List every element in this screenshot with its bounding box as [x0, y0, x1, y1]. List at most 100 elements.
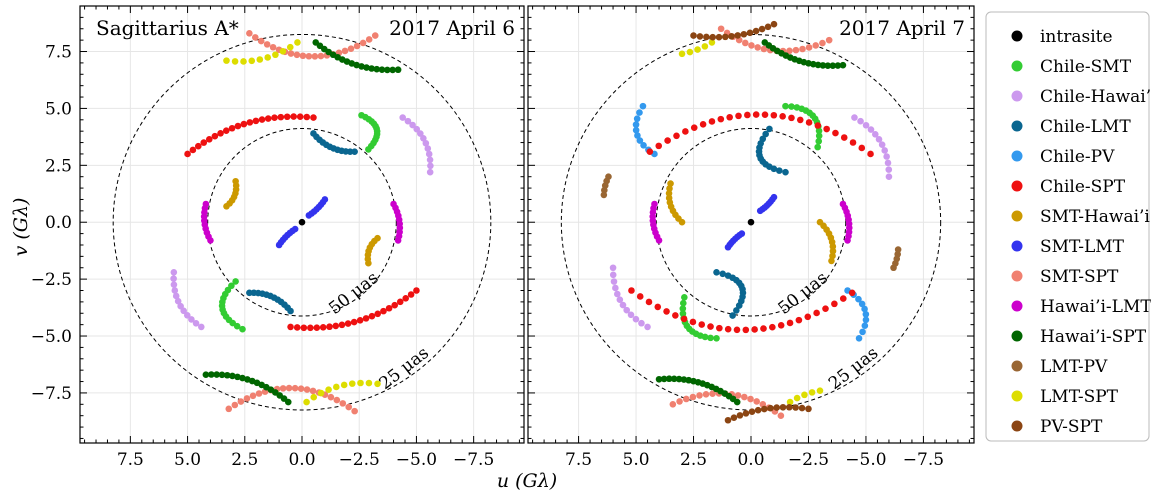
data-point-chile-hawai-i — [616, 296, 624, 304]
data-point-pv-spt — [690, 32, 697, 39]
data-point-chile-spt — [338, 321, 346, 329]
data-point-hawai-i-spt — [239, 374, 246, 382]
data-point-lmt-spt — [686, 48, 694, 56]
data-point-smt-spt — [243, 395, 251, 402]
data-point-chile-hawai-i — [875, 136, 883, 143]
data-point-chile-pv — [636, 109, 643, 116]
data-point-lmt-spt — [279, 48, 287, 55]
legend-label-chile-lmt: Chile-LMT — [1040, 117, 1131, 137]
data-point-chile-hawai-i — [644, 323, 651, 331]
x-tick-label: 2.5 — [231, 450, 258, 470]
data-point-chile-hawai-i — [417, 130, 424, 137]
data-point-chile-lmt — [733, 307, 740, 314]
data-point-smt-spt — [812, 42, 820, 49]
ring-label: 25 μas — [376, 343, 433, 394]
legend-label-hawai-i-lmt: Hawai’i-LMT — [1040, 297, 1151, 317]
data-point-smt-hawai-i — [828, 257, 835, 265]
data-point-pv-spt — [721, 33, 729, 41]
data-point-smt-hawai-i — [667, 180, 674, 187]
legend-marker-pv-spt — [1011, 420, 1023, 432]
data-point-chile-spt — [313, 324, 321, 332]
y-tick-label: 7.5 — [45, 43, 72, 63]
x-tick-label: 7.5 — [117, 450, 144, 470]
data-point-pv-spt — [752, 27, 760, 35]
data-point-smt-spt — [279, 385, 287, 392]
data-point-smt-spt — [297, 385, 305, 393]
data-point-chile-hawai-i — [425, 150, 433, 158]
data-point-pv-spt — [734, 32, 742, 39]
data-point-chile-pv — [639, 102, 647, 110]
data-point-chile-spt — [271, 114, 278, 122]
data-point-chile-smt — [679, 299, 687, 307]
data-point-chile-hawai-i — [420, 134, 427, 142]
data-point-chile-spt — [293, 324, 301, 331]
data-point-chile-hawai-i — [404, 117, 412, 125]
data-point-chile-spt — [362, 315, 370, 322]
x-tick-label: −5.0 — [396, 450, 437, 470]
data-point-pv-spt — [779, 403, 787, 411]
data-point-smt-spt — [805, 44, 813, 51]
legend-label-hawai-i-spt: Hawai’i-SPT — [1040, 327, 1147, 347]
data-point-hawai-i-spt — [358, 63, 365, 70]
data-point-smt-spt — [291, 384, 299, 392]
data-point-lmt-spt — [310, 393, 318, 401]
data-point-chile-smt — [788, 103, 795, 110]
legend-label-chile-pv: Chile-PV — [1040, 147, 1115, 167]
data-point-smt-spt — [786, 47, 793, 55]
data-point-smt-lmt — [321, 196, 329, 203]
data-point-chile-spt — [742, 326, 750, 334]
data-point-lmt-spt — [786, 398, 794, 406]
data-point-chile-spt — [356, 317, 364, 324]
data-point-chile-spt — [796, 116, 804, 124]
data-point-pv-spt — [715, 33, 723, 41]
data-point-hawai-i-spt — [834, 62, 842, 69]
data-point-hawai-i-spt — [394, 66, 402, 74]
data-point-chile-smt — [232, 278, 239, 285]
data-point-chile-spt — [189, 146, 197, 154]
legend-marker-lmt-spt — [1011, 390, 1023, 402]
data-point-chile-spt — [402, 294, 410, 302]
data-point-smt-spt — [702, 391, 710, 398]
data-point-chile-spt — [708, 118, 716, 125]
panel-april-6: 50 μas 25 μas 7.5 5.0 2.5 0.0 −2.5 −5.0 −7.5 7.5 5… — [31, 5, 525, 470]
x-tick-label: 2.5 — [680, 450, 707, 470]
data-point-smt-spt — [676, 398, 683, 405]
data-point-chile-spt — [822, 305, 829, 312]
data-point-pv-spt — [805, 405, 812, 413]
legend-marker-chile-pv — [1011, 150, 1023, 162]
data-point-chile-pv — [632, 121, 640, 128]
data-point-chile-smt — [815, 132, 823, 140]
data-point-lmt-spt — [357, 379, 364, 387]
y-tick-label: 0.0 — [45, 213, 72, 233]
data-point-chile-spt — [707, 323, 714, 330]
data-point-pv-spt — [754, 406, 762, 414]
data-point-smt-spt — [317, 52, 325, 60]
data-point-lmt-spt — [708, 39, 716, 46]
x-tick-label: 0.0 — [737, 450, 764, 470]
data-point-chile-lmt — [770, 165, 778, 173]
data-point-chile-spt — [326, 323, 333, 331]
data-point-chile-spt — [319, 324, 327, 331]
data-point-chile-lmt — [775, 167, 783, 174]
data-point-chile-spt — [673, 132, 680, 140]
data-point-chile-hawai-i — [610, 278, 618, 285]
x-tick-label: 7.5 — [565, 450, 592, 470]
data-point-chile-pv — [636, 137, 644, 144]
data-point-chile-spt — [777, 322, 785, 329]
data-point-hawai-i-lmt — [839, 200, 847, 208]
data-point-chile-hawai-i — [623, 306, 631, 314]
data-point-chile-hawai-i — [413, 125, 421, 133]
data-point-chile-spt — [744, 111, 751, 119]
data-point-smt-hawai-i — [232, 177, 239, 185]
data-point-chile-spt — [751, 326, 758, 333]
data-point-smt-spt — [717, 25, 725, 33]
data-point-pv-spt — [792, 404, 799, 411]
data-point-chile-pv — [855, 335, 863, 342]
panel-title: 2017 April 7 — [839, 16, 965, 40]
data-point-chile-hawai-i — [885, 173, 893, 181]
data-point-hawai-i-spt — [229, 372, 236, 380]
data-point-chile-spt — [211, 132, 219, 140]
data-point-chile-hawai-i — [638, 319, 645, 327]
data-point-chile-hawai-i — [614, 290, 621, 298]
